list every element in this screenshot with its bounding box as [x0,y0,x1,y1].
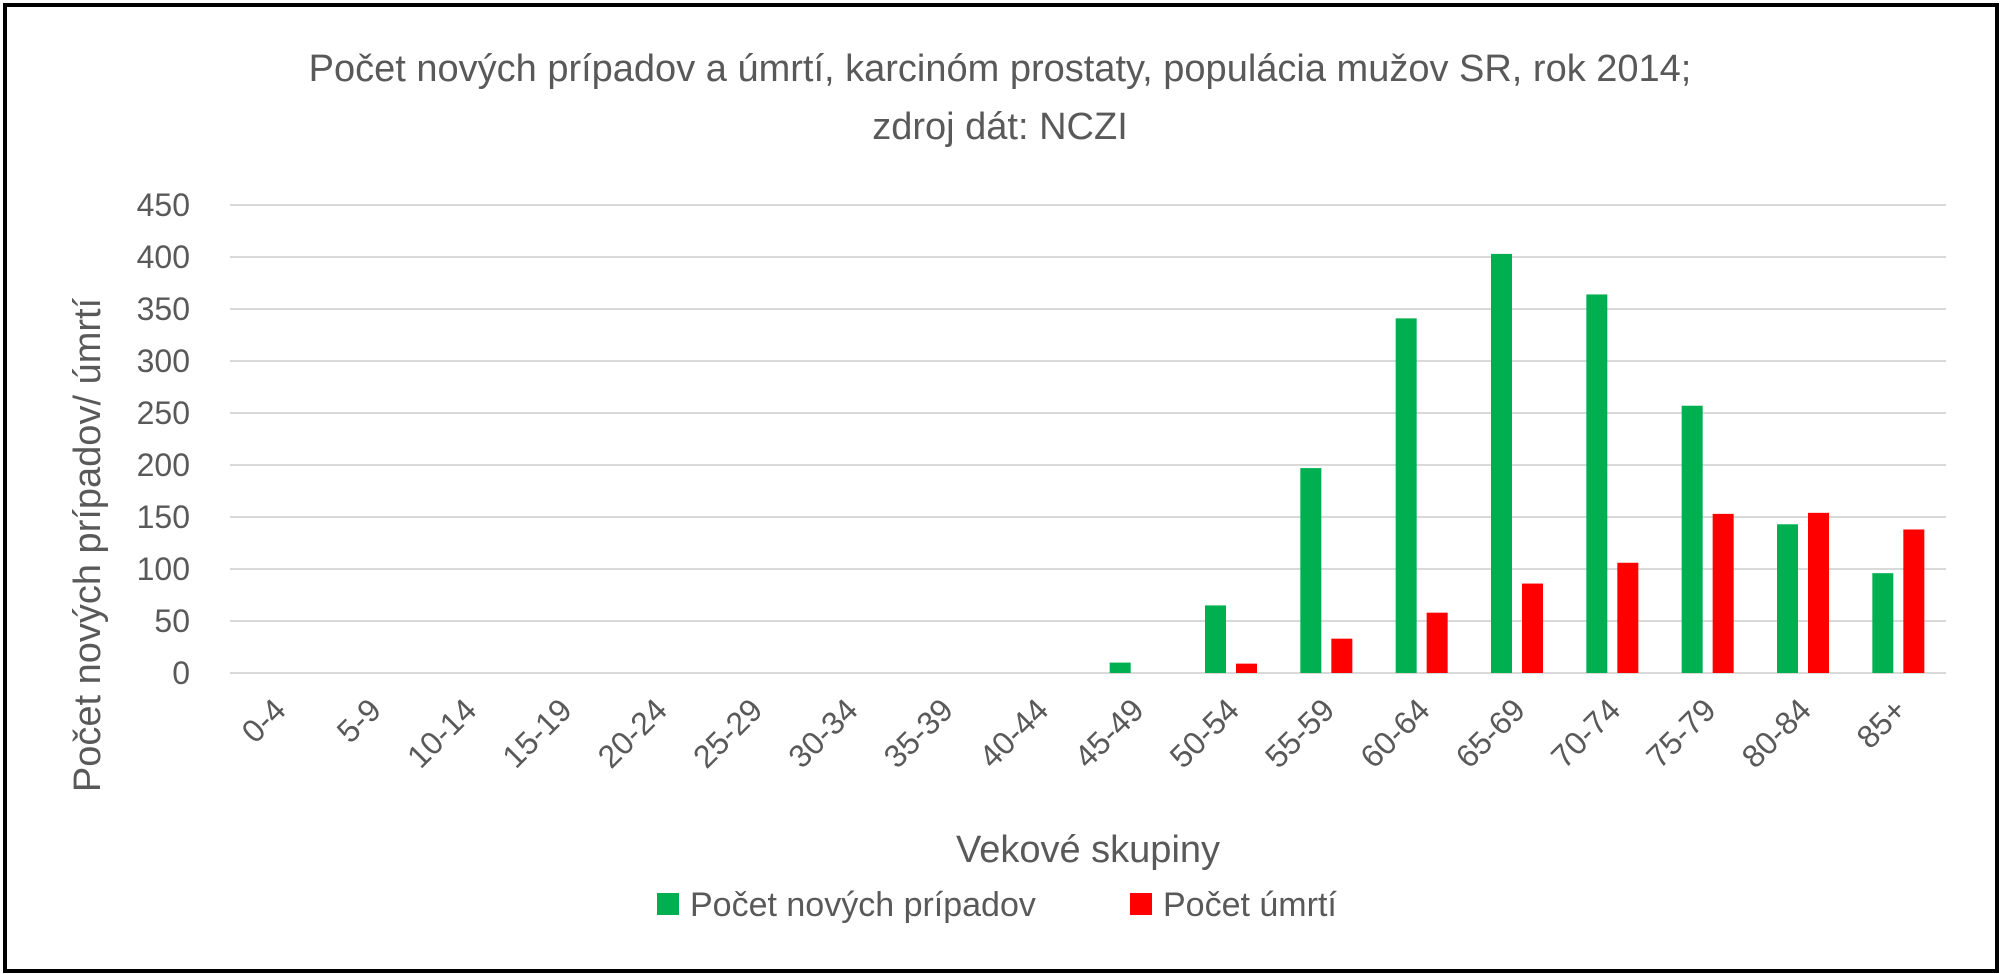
y-tick-label: 0 [172,655,190,691]
y-tick-label: 150 [137,499,190,535]
x-tick-label: 30-34 [781,691,864,774]
bar-deaths [1522,583,1543,673]
x-tick-label: 75-79 [1639,691,1722,774]
bar-deaths [1236,663,1257,673]
x-tick-label: 60-64 [1353,691,1436,774]
bar-new-cases [1777,524,1798,673]
chart-title: Počet nových prípadov a úmrtí, karcinóm … [0,40,2000,156]
y-tick-label: 50 [154,603,190,639]
legend: Počet nových prípadov Počet úmrtí [657,886,1337,924]
bar-new-cases [1395,318,1417,673]
y-tick-label: 350 [137,291,190,327]
y-tick-label: 300 [137,343,190,379]
x-tick-label: 5-9 [330,691,388,749]
bars [1109,253,1925,673]
y-axis-ticks: 0 50 100 150 200 250 300 350 400 450 [137,187,190,691]
y-tick-label: 400 [137,239,190,275]
x-tick-label: 25-29 [686,691,769,774]
bar-new-cases [1205,605,1226,673]
x-tick-label: 85+ [1849,691,1913,755]
bar-new-cases [1681,405,1703,673]
legend-swatch [657,893,679,915]
legend-label: Počet nových prípadov [690,886,1036,924]
chart-title-line2: zdroj dát: NCZI [872,106,1128,148]
x-tick-label: 45-49 [1067,691,1150,774]
x-tick-label: 15-19 [495,691,578,774]
x-tick-label: 20-24 [591,691,674,774]
x-tick-label: 10-14 [400,691,483,774]
chart-title-line1: Počet nových prípadov a úmrtí, karcinóm … [308,48,1692,90]
legend-label: Počet úmrtí [1163,886,1337,924]
y-tick-label: 100 [137,551,190,587]
bar-deaths [1712,513,1734,673]
bar-deaths [1426,612,1448,673]
chart-frame [3,3,1999,973]
x-tick-label: 40-44 [972,691,1055,774]
x-axis-title: Vekové skupiny [956,829,1220,871]
bar-deaths [1808,512,1829,673]
bar-new-cases [1109,662,1131,673]
bar-new-cases [1872,573,1894,673]
gridlines [230,204,1946,674]
x-tick-label: 55-59 [1258,691,1341,774]
bar-new-cases [1586,294,1608,673]
x-axis-ticks: 0-4 5-9 10-14 15-19 20-24 25-29 30-34 35-39 40-4… [234,691,1913,774]
bar-deaths [1903,529,1925,673]
x-tick-label: 70-74 [1544,691,1627,774]
x-tick-label: 80-84 [1735,691,1818,774]
bar-deaths [1617,562,1639,673]
y-axis-title: Počet nových prípadov/ úmrtí [67,297,109,792]
y-tick-label: 200 [137,447,190,483]
bar-new-cases [1491,253,1512,673]
legend-swatch [1130,893,1152,915]
x-tick-label: 0-4 [234,691,292,749]
x-tick-label: 50-54 [1163,691,1246,774]
bar-deaths [1331,638,1353,673]
y-tick-label: 450 [137,187,190,223]
y-tick-label: 250 [137,395,190,431]
bar-new-cases [1300,468,1322,673]
x-tick-label: 65-69 [1449,691,1532,774]
x-tick-label: 35-39 [877,691,960,774]
